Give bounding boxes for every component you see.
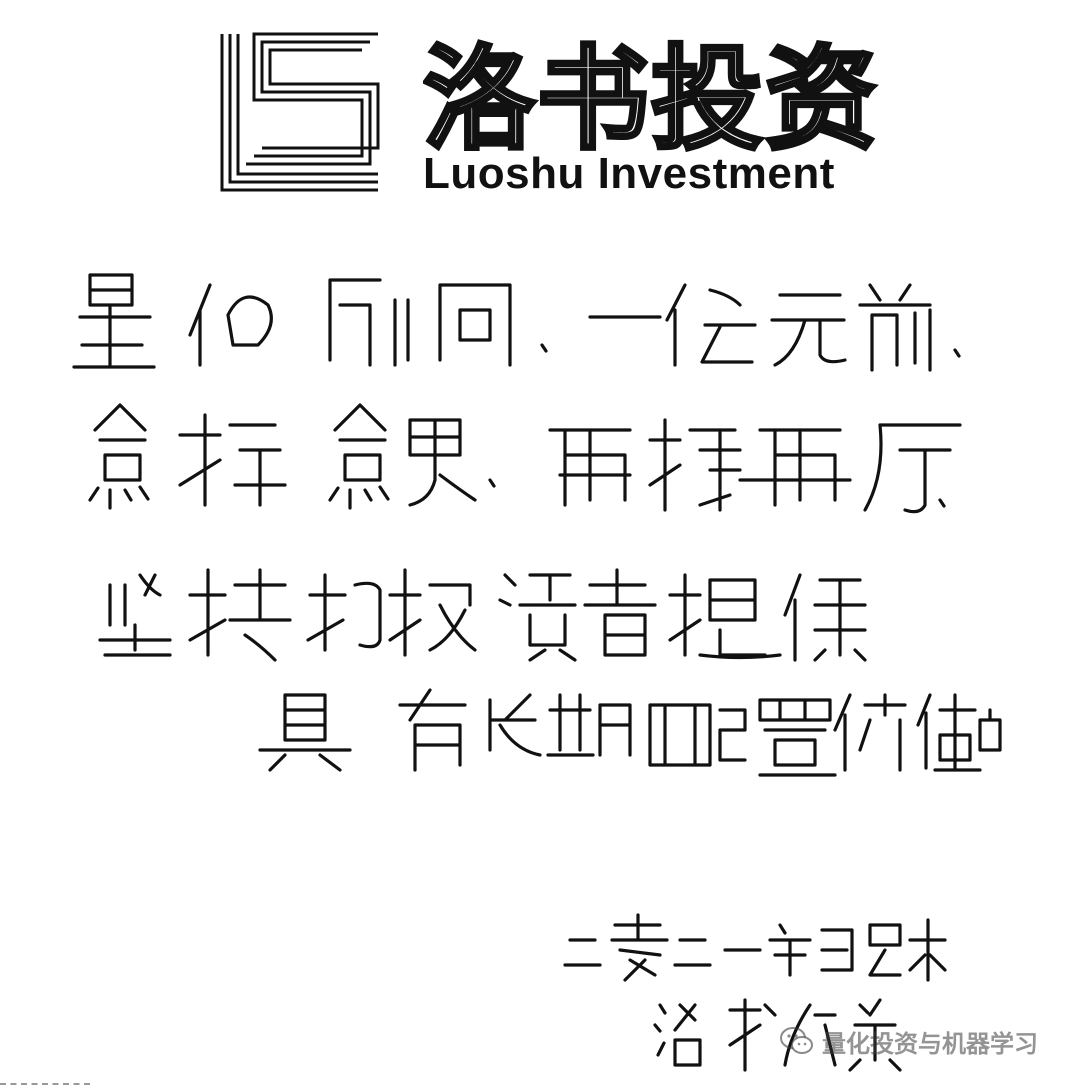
signature-name [653,998,902,1072]
luoshu-ls-logo-icon [218,30,383,195]
note-line-4 [258,688,1002,777]
watermark-text: 量化投资与机器学习 [822,1029,1038,1058]
watermark: 量化投资与机器学习 [780,1022,1038,1060]
wechat-icon [780,1027,813,1054]
signature-block [560,895,980,1085]
note-line-2 [88,403,962,514]
note-line-1 [72,273,961,372]
brand-name-chinese: 洛书投资 [423,30,883,170]
bottom-rule [0,1081,90,1085]
handwritten-note [60,255,1010,815]
note-line-3 [98,568,867,662]
brand-name-english: Luoshu Investment [423,149,835,198]
letterhead: 洛书投资 Luoshu Investment [218,30,879,200]
signature-date [563,913,947,982]
brand-cn-text: 洛书投资 [423,35,879,165]
